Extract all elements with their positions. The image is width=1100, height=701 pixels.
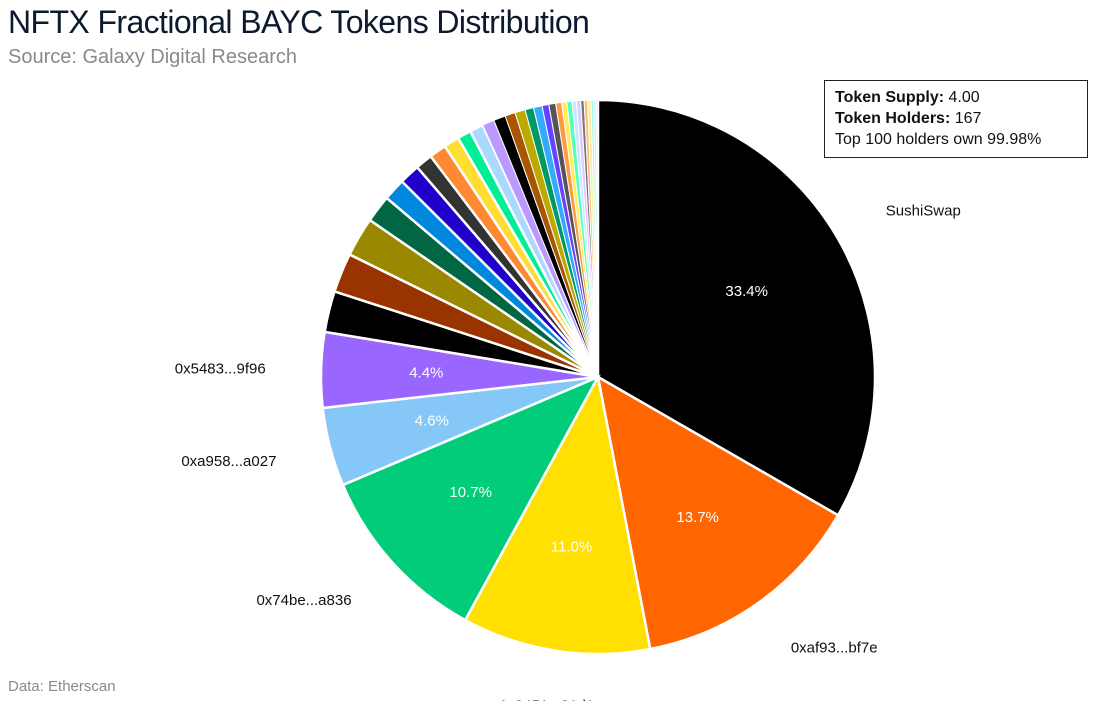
chart-title: NFTX Fractional BAYC Tokens Distribution	[8, 4, 590, 40]
pie-slice-4	[341, 374, 601, 622]
pie-slices	[319, 98, 877, 656]
token-supply-value: 4.00	[948, 89, 980, 106]
slice-value-label-1: 33.4%	[725, 283, 768, 300]
token-holders-row: Token Holders: 167	[835, 108, 1077, 129]
data-source-footer: Data: Etherscan	[8, 678, 116, 695]
slice-name-label-1: SushiSwap	[886, 203, 961, 220]
top-holders-text: Top 100 holders own 99.98%	[835, 131, 1042, 148]
pie-slice-2	[596, 374, 840, 651]
token-info-box: Token Supply: 4.00 Token Holders: 167 To…	[824, 80, 1088, 158]
slice-value-label-2: 13.7%	[676, 509, 719, 526]
pie-slice-1	[596, 98, 877, 517]
pie-labels: 33.4% SushiSwap 13.7% 0xaf93...bf7e 11.0% 0x3…	[175, 203, 961, 701]
pie-slice-36	[595, 99, 599, 378]
token-holders-label: Token Holders:	[835, 110, 951, 127]
slice-name-label-4: 0x74be...a836	[256, 592, 351, 609]
slice-name-label-3: 0x3451...31d1	[499, 697, 594, 701]
token-holders-value: 167	[954, 110, 982, 127]
slice-name-label-6: 0x5483...9f96	[175, 360, 266, 377]
token-supply-label: Token Supply:	[835, 89, 945, 106]
token-supply-row: Token Supply: 4.00	[835, 87, 1077, 108]
pie-slice-3	[463, 373, 652, 656]
slice-value-label-3: 11.0%	[551, 539, 592, 556]
slice-value-label-4: 10.7%	[449, 484, 492, 501]
slice-name-label-5: 0xa958...a027	[181, 453, 276, 470]
slice-name-label-2: 0xaf93...bf7e	[791, 640, 878, 657]
chart-subtitle: Source: Galaxy Digital Research	[8, 46, 298, 68]
slice-value-label-5: 4.6%	[415, 413, 449, 430]
slice-value-label-6: 4.4%	[409, 365, 443, 382]
